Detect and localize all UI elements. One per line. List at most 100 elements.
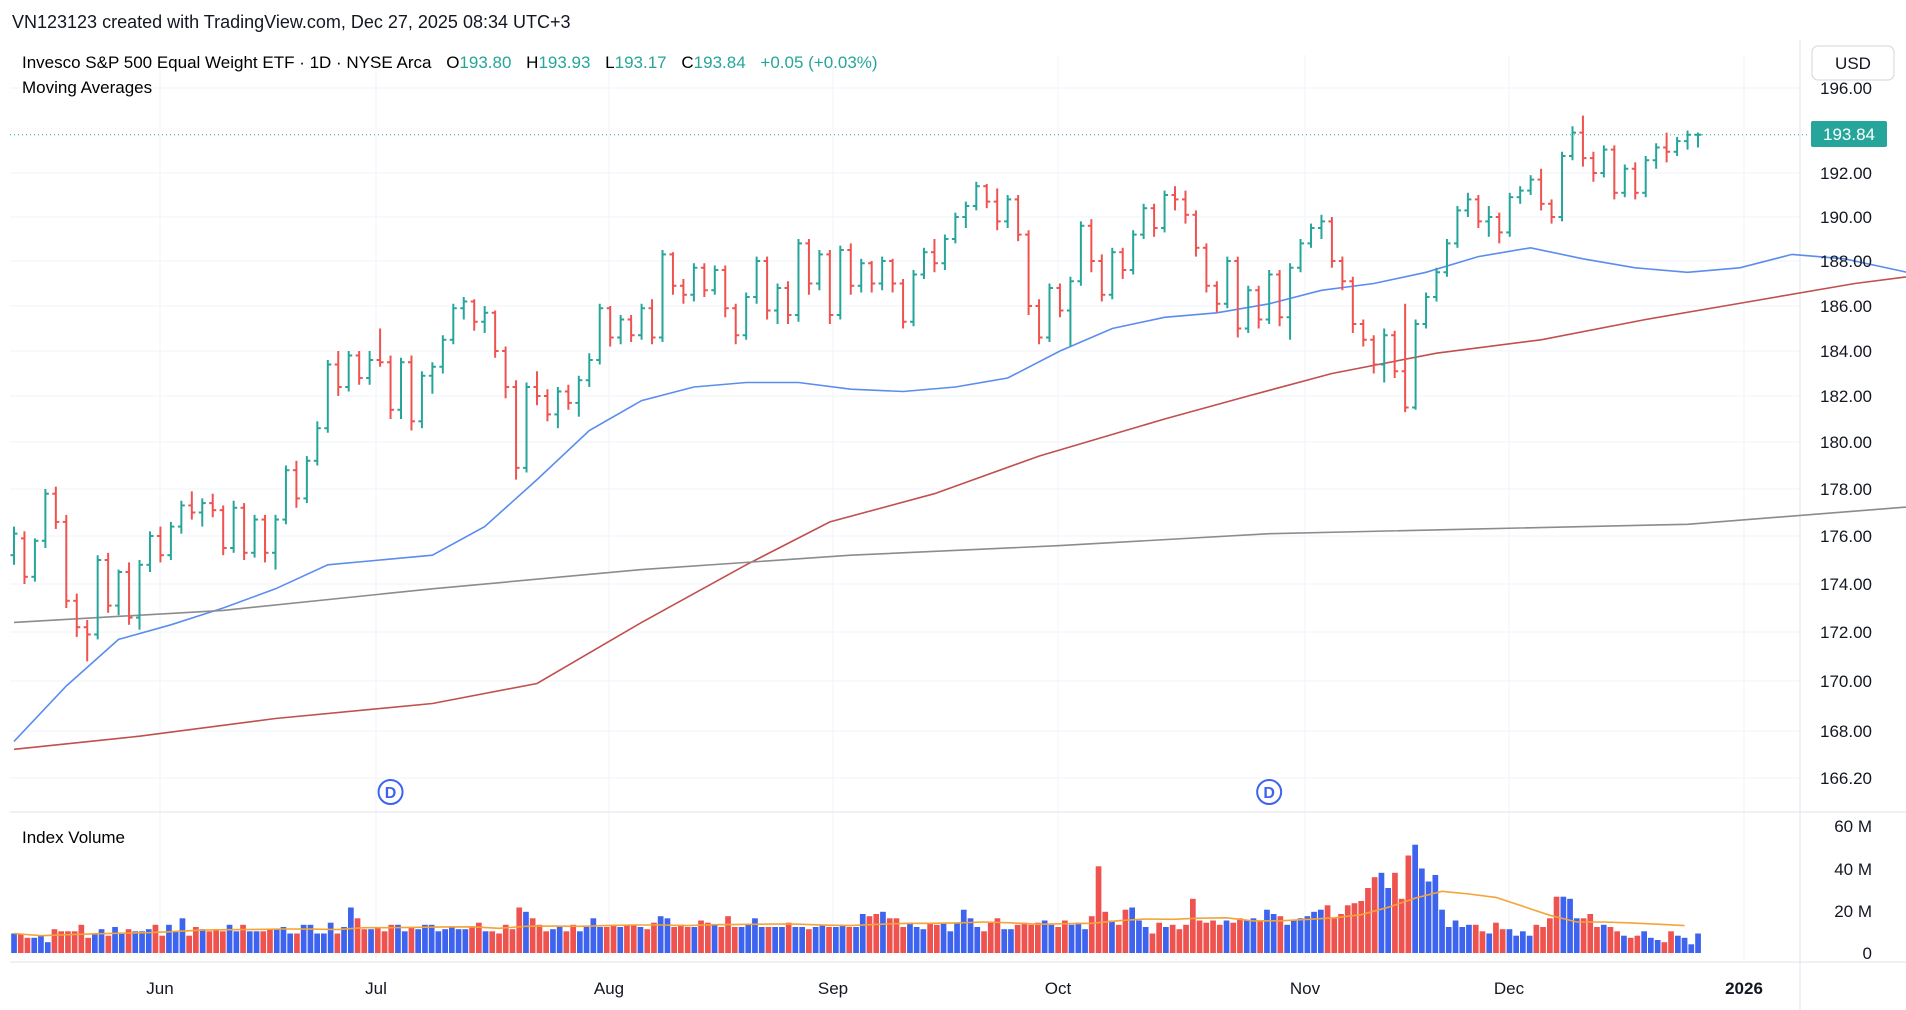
- volume-bar: [1540, 927, 1546, 953]
- open-value: 193.80: [459, 53, 511, 72]
- ohlc-bar: [167, 521, 175, 560]
- volume-bar: [368, 929, 374, 953]
- ohlc-bar: [20, 531, 28, 584]
- volume-bar: [1573, 918, 1580, 953]
- ohlc-bar: [1652, 143, 1660, 169]
- volume-bar: [1291, 920, 1297, 953]
- ohlc-bar: [1485, 206, 1493, 237]
- ohlc-bar: [1600, 145, 1608, 178]
- volume-bar: [812, 927, 819, 953]
- ohlc-bar: [219, 505, 227, 556]
- ohlc-bar: [1035, 299, 1043, 345]
- volume-bar: [1419, 868, 1425, 953]
- ohlc-bar: [1119, 247, 1127, 279]
- volume-bar: [570, 924, 576, 953]
- volume-bar: [1136, 920, 1142, 953]
- volume-bar: [590, 918, 597, 953]
- volume-bar: [1358, 901, 1365, 953]
- low-value: 193.17: [615, 53, 667, 72]
- ohlc-bar: [512, 380, 520, 480]
- volume-bar: [913, 927, 920, 953]
- volume-bar: [1318, 909, 1324, 953]
- volume-bar: [1439, 909, 1445, 953]
- volume-bar: [260, 931, 267, 953]
- volume-bar: [1035, 922, 1041, 953]
- ohlc-bar: [83, 620, 91, 662]
- volume-bar: [1068, 924, 1075, 953]
- volume-bar: [449, 927, 455, 953]
- moving-average-line: [13, 506, 1906, 624]
- volume-bar: [974, 927, 981, 953]
- volume-title[interactable]: Index Volume: [22, 828, 125, 847]
- volume-bar: [1250, 918, 1257, 953]
- volume-bar: [71, 931, 78, 953]
- volume-bar: [226, 924, 233, 953]
- ohlc-bar: [920, 247, 928, 279]
- volume-bar: [85, 937, 91, 953]
- volume-bar: [462, 929, 469, 953]
- volume-bar: [523, 911, 529, 953]
- indicator-label[interactable]: Moving Averages: [22, 78, 152, 97]
- ohlc-bar: [198, 498, 206, 527]
- volume-bar: [280, 927, 287, 953]
- volume-bar: [1230, 922, 1237, 953]
- ohlc-bar: [1286, 263, 1294, 340]
- ohlc-bar: [910, 270, 918, 327]
- time-tick-label: Aug: [594, 979, 624, 998]
- ohlc-bar: [271, 514, 279, 570]
- volume-bar: [442, 929, 448, 953]
- currency-button[interactable]: USD: [1811, 45, 1895, 81]
- volume-bar: [31, 937, 38, 953]
- ohlc-bar: [617, 315, 625, 345]
- volume-bar: [1641, 931, 1647, 953]
- ohlc-bar: [491, 310, 499, 358]
- ohlc-bar: [983, 184, 991, 209]
- volume-bar: [826, 927, 832, 953]
- ohlc-bar: [564, 384, 572, 410]
- volume-bar: [145, 929, 152, 953]
- volume-bar: [267, 929, 273, 953]
- ohlc-bar: [1087, 219, 1095, 273]
- price-tick-label: 182.00: [1820, 387, 1872, 406]
- volume-bar: [1425, 881, 1432, 953]
- volume-bar: [1513, 935, 1519, 953]
- moving-averages: [13, 246, 1906, 751]
- price-tick-label: 176.00: [1820, 527, 1872, 546]
- volume-bar: [341, 927, 347, 953]
- volume-bar: [577, 931, 583, 953]
- volume-bar: [58, 931, 64, 953]
- volume-bar: [752, 918, 758, 953]
- currency-label: USD: [1835, 54, 1871, 73]
- time-tick-label: Sep: [818, 979, 848, 998]
- volume-bar: [1378, 872, 1385, 953]
- volume-bar: [1297, 918, 1304, 953]
- dividend-marker[interactable]: D: [1256, 779, 1283, 805]
- price-tick-label: 172.00: [1820, 623, 1872, 642]
- ohlc-bar: [481, 306, 489, 333]
- ohlc-bar: [1140, 203, 1148, 239]
- volume-bar: [1594, 927, 1600, 953]
- ohlc-bar: [282, 465, 290, 525]
- volume-bar: [1008, 929, 1014, 953]
- ohlc-bar: [1370, 335, 1378, 374]
- ohlc-bar: [794, 239, 802, 322]
- ohlc-bar: [941, 234, 949, 270]
- ohlc-bar: [1610, 145, 1618, 200]
- volume-bar: [1062, 920, 1068, 953]
- price-tick-label: 188.00: [1820, 252, 1872, 271]
- volume-bar: [1648, 937, 1654, 953]
- volume-bar: [186, 935, 192, 953]
- volume-bar: [38, 935, 44, 953]
- dividend-marker[interactable]: D: [377, 779, 404, 805]
- ohlc-bar: [1495, 212, 1503, 244]
- ohlc-bar: [1537, 168, 1545, 211]
- ohlc-bar: [774, 283, 782, 324]
- volume-bar: [637, 927, 644, 953]
- dividend-markers[interactable]: DDD: [377, 779, 1906, 805]
- volume-bar: [206, 931, 213, 953]
- volume-bar: [839, 924, 846, 953]
- volume-bar: [543, 931, 549, 953]
- volume-bar: [361, 929, 368, 953]
- high-label: H: [526, 53, 538, 72]
